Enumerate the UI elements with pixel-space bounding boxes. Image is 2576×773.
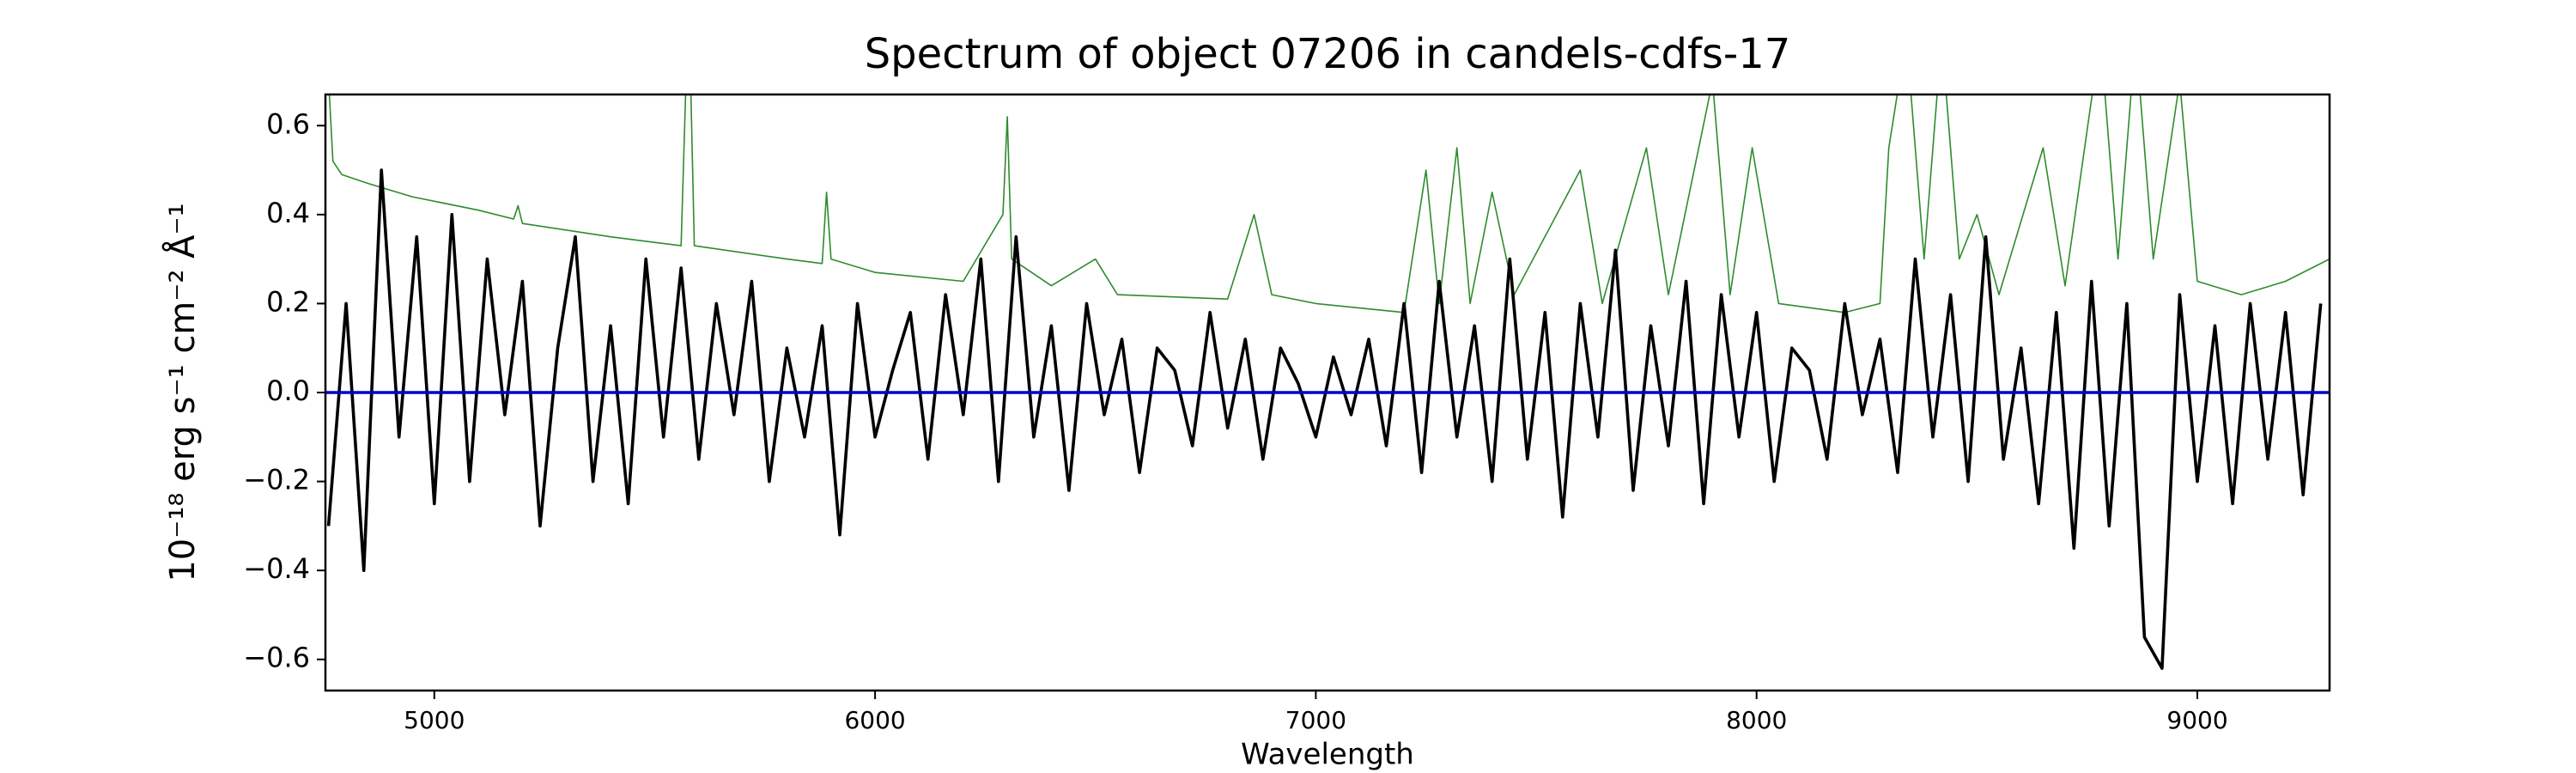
x-axis-label: Wavelength: [1241, 738, 1414, 772]
y-tick-label: −0.4: [243, 552, 310, 585]
y-tick-label: 0.0: [266, 374, 310, 407]
plot-area: [325, 94, 2330, 670]
y-tick-label: 0.4: [266, 197, 310, 229]
y-tick-label: 0.6: [266, 107, 310, 140]
x-tick-label: 7000: [1285, 706, 1346, 734]
y-tick-label: −0.2: [243, 464, 310, 496]
spectrum-line: [328, 94, 2330, 313]
chart-title: Spectrum of object 07206 in candels-cdfs…: [865, 30, 1791, 78]
y-axis-label: 10⁻¹⁸ erg s⁻¹ cm⁻² Å⁻¹: [161, 203, 203, 581]
y-tick-label: 0.2: [266, 285, 310, 318]
x-tick-label: 9000: [2166, 706, 2227, 734]
x-tick-label: 6000: [844, 706, 905, 734]
spectrum-line: [326, 168, 2323, 670]
x-tick-label: 8000: [1726, 706, 1787, 734]
x-tick-label: 5000: [404, 706, 465, 734]
y-tick-label: −0.6: [243, 642, 310, 674]
